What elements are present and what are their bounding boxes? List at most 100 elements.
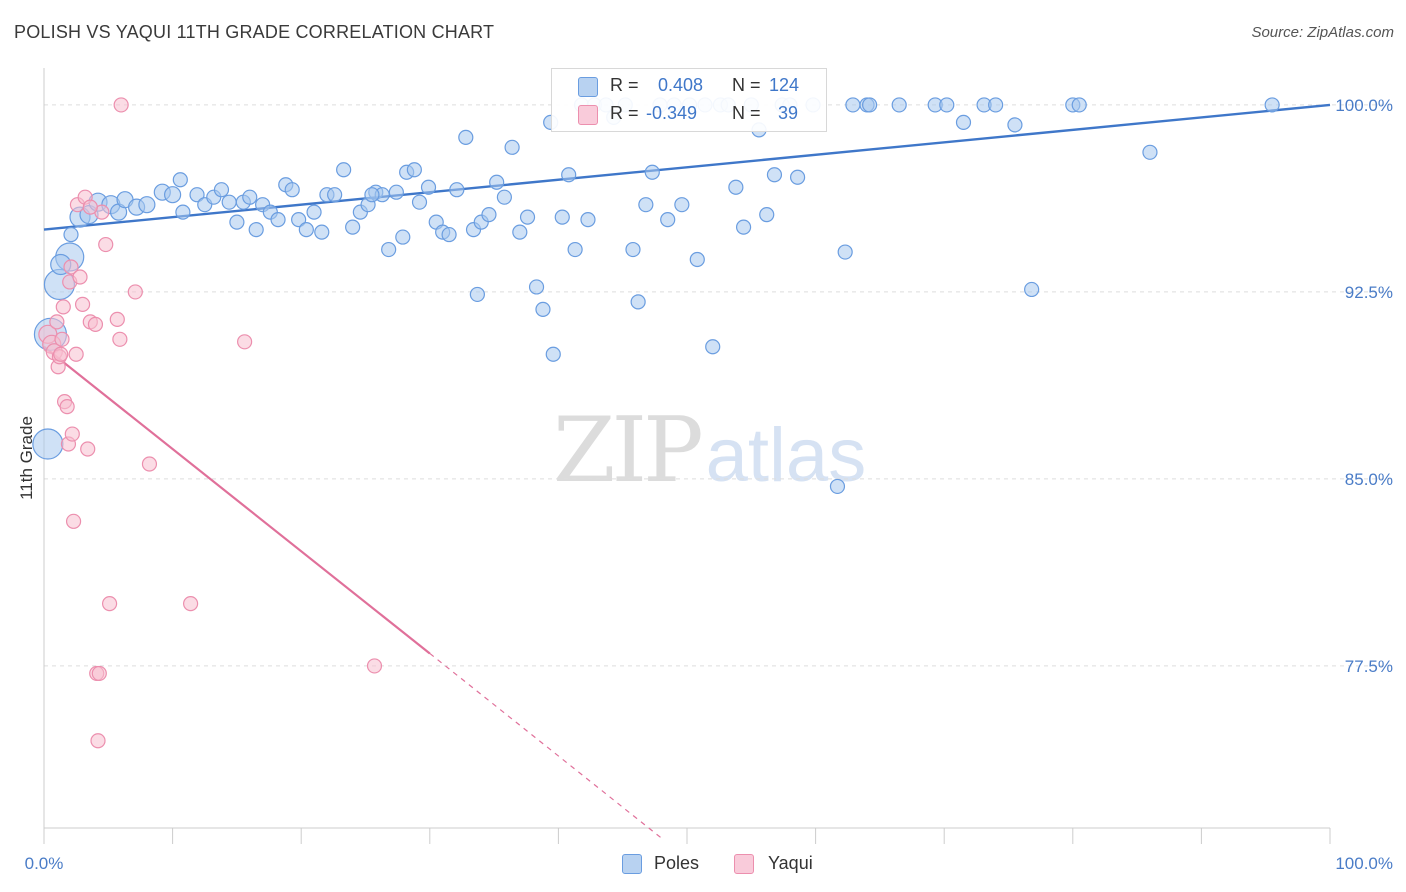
poles-point bbox=[705, 339, 721, 355]
poles-point bbox=[441, 226, 457, 243]
yaqui-point bbox=[91, 665, 107, 682]
poles-point bbox=[845, 97, 861, 113]
stats-legend: R = 0.408 N = 124 R = -0.349 N = 39 bbox=[551, 68, 827, 132]
yaqui-point bbox=[237, 334, 253, 350]
poles-point bbox=[512, 224, 528, 240]
yaqui-point bbox=[65, 513, 82, 529]
poles-point bbox=[411, 194, 428, 210]
yaqui-point bbox=[55, 299, 71, 315]
poles-point bbox=[567, 241, 583, 258]
yaqui-points bbox=[38, 97, 383, 749]
yaqui-n-label: N = bbox=[732, 103, 761, 123]
poles-point bbox=[1024, 281, 1040, 298]
yaqui-point bbox=[127, 284, 143, 300]
poles-point bbox=[1007, 117, 1023, 133]
chart-title: POLISH VS YAQUI 11TH GRADE CORRELATION C… bbox=[14, 22, 495, 42]
poles-r-value: 0.408 bbox=[658, 75, 704, 95]
poles-point bbox=[336, 162, 352, 178]
poles-point bbox=[638, 197, 654, 213]
poles-point bbox=[988, 97, 1004, 113]
poles-point bbox=[406, 162, 422, 178]
yaqui-point bbox=[49, 314, 65, 330]
poles-point bbox=[63, 226, 79, 243]
poles-point bbox=[32, 428, 64, 460]
poles-point bbox=[175, 204, 191, 220]
poles-point bbox=[172, 172, 188, 188]
y-tick-label: 77.5% bbox=[1345, 657, 1393, 676]
poles-point bbox=[829, 478, 846, 495]
poles-point bbox=[284, 182, 300, 198]
x-tick-label: 100.0% bbox=[1335, 854, 1393, 873]
yaqui-point bbox=[63, 259, 79, 275]
yaqui-point bbox=[64, 426, 80, 442]
yaqui-point bbox=[113, 97, 129, 113]
yaqui-r-value: -0.349 bbox=[646, 103, 698, 123]
legend-row-poles: R = 0.408 N = 124 bbox=[552, 73, 826, 99]
yaqui-point bbox=[87, 316, 104, 332]
poles-point bbox=[674, 197, 690, 213]
poles-point bbox=[561, 167, 577, 183]
y-tick-label: 100.0% bbox=[1335, 96, 1393, 115]
poles-point bbox=[270, 212, 286, 228]
watermark: ZIPatlas bbox=[553, 398, 866, 503]
poles-point bbox=[644, 164, 660, 180]
yaqui-point bbox=[90, 733, 106, 749]
poles-point bbox=[504, 139, 520, 155]
yaqui-point bbox=[101, 595, 118, 612]
series-legend: Poles Yaqui bbox=[622, 852, 822, 878]
tick-labels: 77.5% 85.0% 92.5% 100.0% 0.0% 100.0% bbox=[25, 96, 1393, 873]
poles-point bbox=[1264, 97, 1280, 113]
poles-point bbox=[481, 207, 497, 223]
poles-point bbox=[535, 301, 551, 317]
poles-point bbox=[381, 241, 397, 258]
poles-point bbox=[138, 196, 156, 214]
poles-point bbox=[388, 184, 404, 200]
poles-point bbox=[580, 212, 596, 228]
x-tick-label: 0.0% bbox=[25, 854, 64, 873]
yaqui-n-value: 39 bbox=[778, 103, 799, 123]
yaqui-point bbox=[53, 346, 69, 362]
poles-r-label: R = bbox=[610, 75, 639, 95]
poles-point bbox=[545, 346, 561, 362]
poles-point bbox=[213, 182, 230, 198]
poles-swatch bbox=[578, 77, 598, 97]
source-credit: Source: ZipAtlas.com bbox=[1251, 24, 1394, 41]
yaqui-point bbox=[112, 331, 128, 347]
poles-point bbox=[291, 212, 307, 228]
legend-row-yaqui: R = -0.349 N = 39 bbox=[552, 101, 826, 127]
poles-point bbox=[766, 167, 783, 183]
poles-legend-label: Poles bbox=[654, 853, 700, 873]
poles-point bbox=[395, 229, 411, 245]
yaqui-point bbox=[98, 236, 114, 253]
axes bbox=[43, 68, 1331, 844]
poles-legend-swatch bbox=[622, 854, 642, 874]
poles-point bbox=[420, 179, 437, 195]
poles-point bbox=[1142, 144, 1158, 160]
yaqui-point bbox=[82, 199, 98, 215]
poles-point bbox=[554, 209, 570, 225]
poles-point bbox=[660, 212, 676, 228]
poles-points bbox=[32, 97, 1280, 495]
poles-point bbox=[306, 204, 322, 220]
poles-point bbox=[625, 241, 641, 258]
yaqui-legend-label: Yaqui bbox=[768, 853, 813, 873]
yaqui-point bbox=[68, 346, 84, 362]
poles-point bbox=[164, 186, 182, 204]
yaqui-point bbox=[54, 331, 70, 347]
grid-lines bbox=[44, 104, 1392, 667]
yaqui-point bbox=[183, 595, 199, 612]
poles-point bbox=[189, 187, 205, 203]
poles-point bbox=[449, 182, 465, 198]
poles-point bbox=[735, 219, 752, 235]
yaqui-point bbox=[80, 441, 96, 457]
yaqui-point bbox=[59, 399, 75, 415]
poles-point bbox=[955, 114, 972, 130]
poles-point bbox=[862, 97, 878, 113]
poles-n-value: 124 bbox=[769, 75, 800, 95]
yaqui-legend-swatch bbox=[734, 854, 754, 874]
poles-point bbox=[496, 189, 512, 205]
poles-point bbox=[314, 224, 330, 240]
poles-point bbox=[458, 129, 474, 145]
poles-point bbox=[728, 179, 744, 195]
